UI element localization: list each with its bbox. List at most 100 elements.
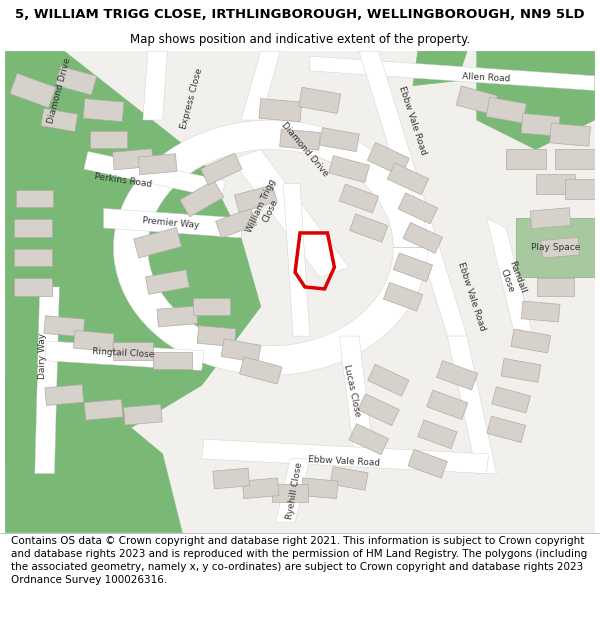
Bar [565,179,600,199]
Bar [511,329,551,353]
Bar [339,184,379,213]
Polygon shape [143,51,167,120]
Text: Perkins Road: Perkins Road [94,173,152,189]
Bar [197,326,236,346]
Bar [486,98,526,123]
Bar [193,298,230,316]
Bar [383,282,423,311]
Polygon shape [428,51,457,81]
Text: William Trigg
Close: William Trigg Close [245,178,287,239]
Bar [73,331,114,351]
Text: Play Space: Play Space [530,243,580,252]
Polygon shape [104,208,243,238]
Polygon shape [5,51,261,464]
Text: Diamond Drive: Diamond Drive [280,121,330,178]
Bar [14,278,52,296]
Polygon shape [84,151,226,199]
Bar [84,399,123,420]
Bar [259,99,302,122]
Text: Lucas Close: Lucas Close [342,363,362,417]
Bar [350,214,388,243]
Polygon shape [448,336,496,474]
Bar [456,86,497,114]
Text: Ebbw Vale Road: Ebbw Vale Road [457,261,487,332]
Bar [280,129,320,150]
Polygon shape [5,376,182,532]
Bar [301,478,338,499]
Bar [521,114,560,136]
Bar [536,174,575,194]
Polygon shape [35,287,59,474]
Text: Ebbw Vale Road: Ebbw Vale Road [308,456,380,468]
Bar [146,270,189,294]
Polygon shape [113,120,428,376]
Polygon shape [477,51,595,149]
Bar [83,99,124,122]
Bar [319,127,359,152]
Bar [329,156,370,182]
Bar [113,342,152,359]
Polygon shape [310,56,595,91]
Bar [521,301,560,322]
Bar [90,131,127,149]
Bar [398,193,437,224]
Bar [550,123,590,146]
Bar [501,359,541,382]
Text: Diamond Drive: Diamond Drive [46,57,73,124]
Bar [394,253,433,282]
Bar [408,449,448,478]
Bar [418,420,457,449]
Bar [213,468,250,489]
Bar [272,484,308,502]
Bar [541,238,580,258]
Polygon shape [339,336,374,454]
Text: Randall
Close: Randall Close [497,260,527,298]
Text: Premier Way: Premier Way [142,216,199,230]
Text: Map shows position and indicative extent of the property.: Map shows position and indicative extent… [130,32,470,46]
Bar [134,228,181,258]
Bar [368,364,409,396]
Bar [506,149,545,169]
Polygon shape [283,184,310,336]
Polygon shape [516,218,595,277]
Bar [299,88,341,114]
Bar [138,154,177,174]
Polygon shape [202,439,488,474]
Bar [124,404,162,425]
Bar [10,73,56,107]
Bar [427,390,468,419]
Bar [235,185,277,213]
Bar [330,467,368,490]
Bar [41,108,78,132]
Bar [45,384,83,406]
Polygon shape [487,218,536,346]
Text: Express Close: Express Close [179,67,205,130]
Text: Contains OS data © Crown copyright and database right 2021. This information is : Contains OS data © Crown copyright and d… [11,536,587,585]
Bar [221,339,261,362]
Bar [14,249,52,266]
Bar [152,352,192,369]
Bar [157,306,197,327]
Text: Ebbw Vale Road: Ebbw Vale Road [398,84,428,156]
Bar [44,316,85,337]
Bar [14,219,52,237]
Bar [201,153,242,185]
Bar [239,357,282,384]
Polygon shape [241,51,280,120]
Polygon shape [275,459,310,522]
Bar [358,394,399,426]
Bar [113,149,154,170]
Bar [349,424,389,454]
Polygon shape [359,51,467,336]
Text: Dairy Way: Dairy Way [38,332,47,379]
Bar [530,208,571,229]
Bar [16,190,53,208]
Text: 5, WILLIAM TRIGG CLOSE, IRTHLINGBOROUGH, WELLINGBOROUGH, NN9 5LD: 5, WILLIAM TRIGG CLOSE, IRTHLINGBOROUGH,… [15,8,585,21]
Bar [215,208,257,238]
Bar [487,416,526,442]
Text: Ringtail Close: Ringtail Close [92,347,155,359]
Polygon shape [231,149,349,277]
Polygon shape [5,51,595,532]
Bar [403,222,443,253]
Bar [242,478,279,499]
